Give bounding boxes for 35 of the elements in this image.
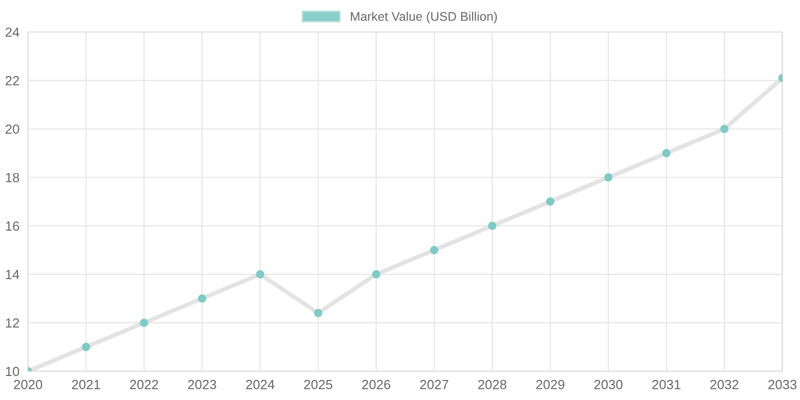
x-tick-label: 2033 bbox=[768, 380, 796, 390]
x-tick-label: 2024 bbox=[246, 380, 274, 390]
x-tick-label: 2029 bbox=[536, 380, 564, 390]
x-tick-label: 2021 bbox=[72, 380, 100, 390]
y-tick-label: 16 bbox=[6, 221, 20, 231]
point bbox=[546, 197, 554, 206]
x-tick-label: 2030 bbox=[594, 380, 622, 390]
y-tick-label: 14 bbox=[6, 270, 20, 280]
x-tick-label: 2028 bbox=[478, 380, 506, 390]
point bbox=[256, 270, 264, 278]
legend-label: Market Value (USD Billion) bbox=[350, 12, 497, 24]
point bbox=[662, 148, 671, 158]
x-tick-label: 2027 bbox=[420, 380, 448, 390]
y-tick-label: 24 bbox=[6, 28, 20, 37]
x-tick-label: 2032 bbox=[710, 380, 738, 390]
point bbox=[430, 246, 438, 254]
x-tick-label: 2031 bbox=[652, 380, 680, 390]
x-tick-label: 2025 bbox=[304, 380, 332, 390]
x-tick-label: 2020 bbox=[14, 380, 42, 390]
y-tick-label: 12 bbox=[6, 318, 20, 328]
x-tick-label: 2023 bbox=[188, 380, 216, 390]
x-tick-label: 2026 bbox=[362, 380, 390, 390]
point bbox=[720, 124, 729, 134]
point bbox=[82, 342, 90, 352]
point bbox=[314, 308, 322, 318]
point bbox=[488, 222, 496, 230]
point bbox=[372, 270, 380, 278]
point bbox=[140, 318, 148, 327]
point bbox=[604, 173, 612, 182]
point bbox=[198, 294, 206, 303]
y-tick-label: 20 bbox=[6, 124, 20, 134]
y-tick-label: 18 bbox=[6, 172, 20, 182]
x-tick-label: 2022 bbox=[130, 380, 158, 390]
y-tick-label: 22 bbox=[6, 76, 20, 86]
y-tick-label: 10 bbox=[6, 366, 20, 376]
